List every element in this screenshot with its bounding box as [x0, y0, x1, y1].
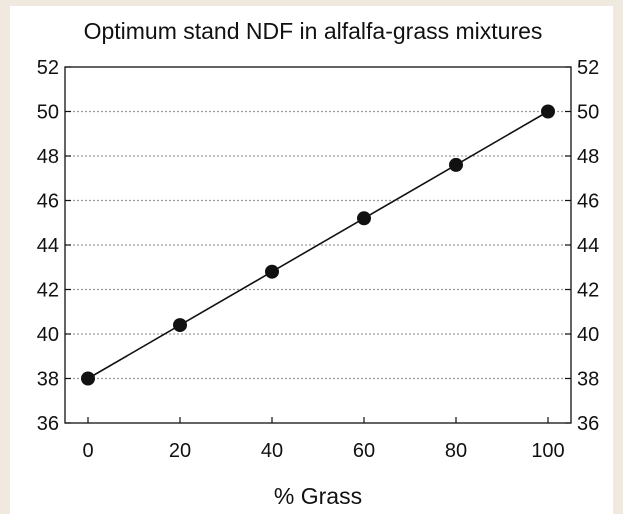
y-tick-label-right: 36 — [577, 413, 599, 435]
y-tick-label-right: 38 — [577, 369, 599, 391]
x-tick-label: 0 — [82, 440, 93, 462]
y-tick-label-left: 36 — [37, 413, 59, 435]
y-tick-label-left: 48 — [37, 146, 59, 168]
chart-title: Optimum stand NDF in alfalfa-grass mixtu… — [84, 18, 543, 44]
x-tick-label: 40 — [261, 440, 283, 462]
data-point — [449, 157, 463, 172]
series-line-layer — [87, 110, 549, 380]
data-points — [81, 104, 555, 386]
y-tick-label-left: 52 — [37, 57, 59, 79]
y-tick-label-right: 42 — [577, 280, 599, 302]
y-tick-label-left: 42 — [37, 280, 59, 302]
chart-panel: Optimum stand NDF in alfalfa-grass mixtu… — [10, 6, 613, 514]
y-tick-label-left: 44 — [37, 235, 59, 257]
axes: 36 36 38 38 40 40 42 42 44 44 46 46 48 48 50 50 52 52 0 20 4… — [37, 57, 600, 462]
data-point — [541, 104, 555, 119]
gridlines — [65, 110, 571, 380]
x-tick-label: 100 — [531, 440, 564, 462]
series-line — [87, 110, 549, 380]
line-chart: Optimum stand NDF in alfalfa-grass mixtu… — [37, 18, 600, 509]
y-tick-label-right: 52 — [577, 57, 599, 79]
x-axis-label: % Grass — [274, 483, 362, 509]
y-tick-label-left: 50 — [37, 102, 59, 124]
y-tick-label-right: 46 — [577, 191, 599, 213]
y-tick-label-left: 40 — [37, 324, 59, 346]
data-point — [357, 211, 371, 226]
y-tick-label-left: 38 — [37, 369, 59, 391]
y-tick-label-right: 40 — [577, 324, 599, 346]
data-point — [81, 371, 95, 386]
y-tick-label-right: 48 — [577, 146, 599, 168]
y-tick-label-right: 50 — [577, 102, 599, 124]
y-tick-label-right: 44 — [577, 235, 599, 257]
x-tick-label: 60 — [353, 440, 375, 462]
data-point — [173, 318, 187, 333]
x-tick-label: 80 — [445, 440, 467, 462]
data-point — [265, 264, 279, 279]
y-tick-label-left: 46 — [37, 191, 59, 213]
x-tick-label: 20 — [169, 440, 191, 462]
